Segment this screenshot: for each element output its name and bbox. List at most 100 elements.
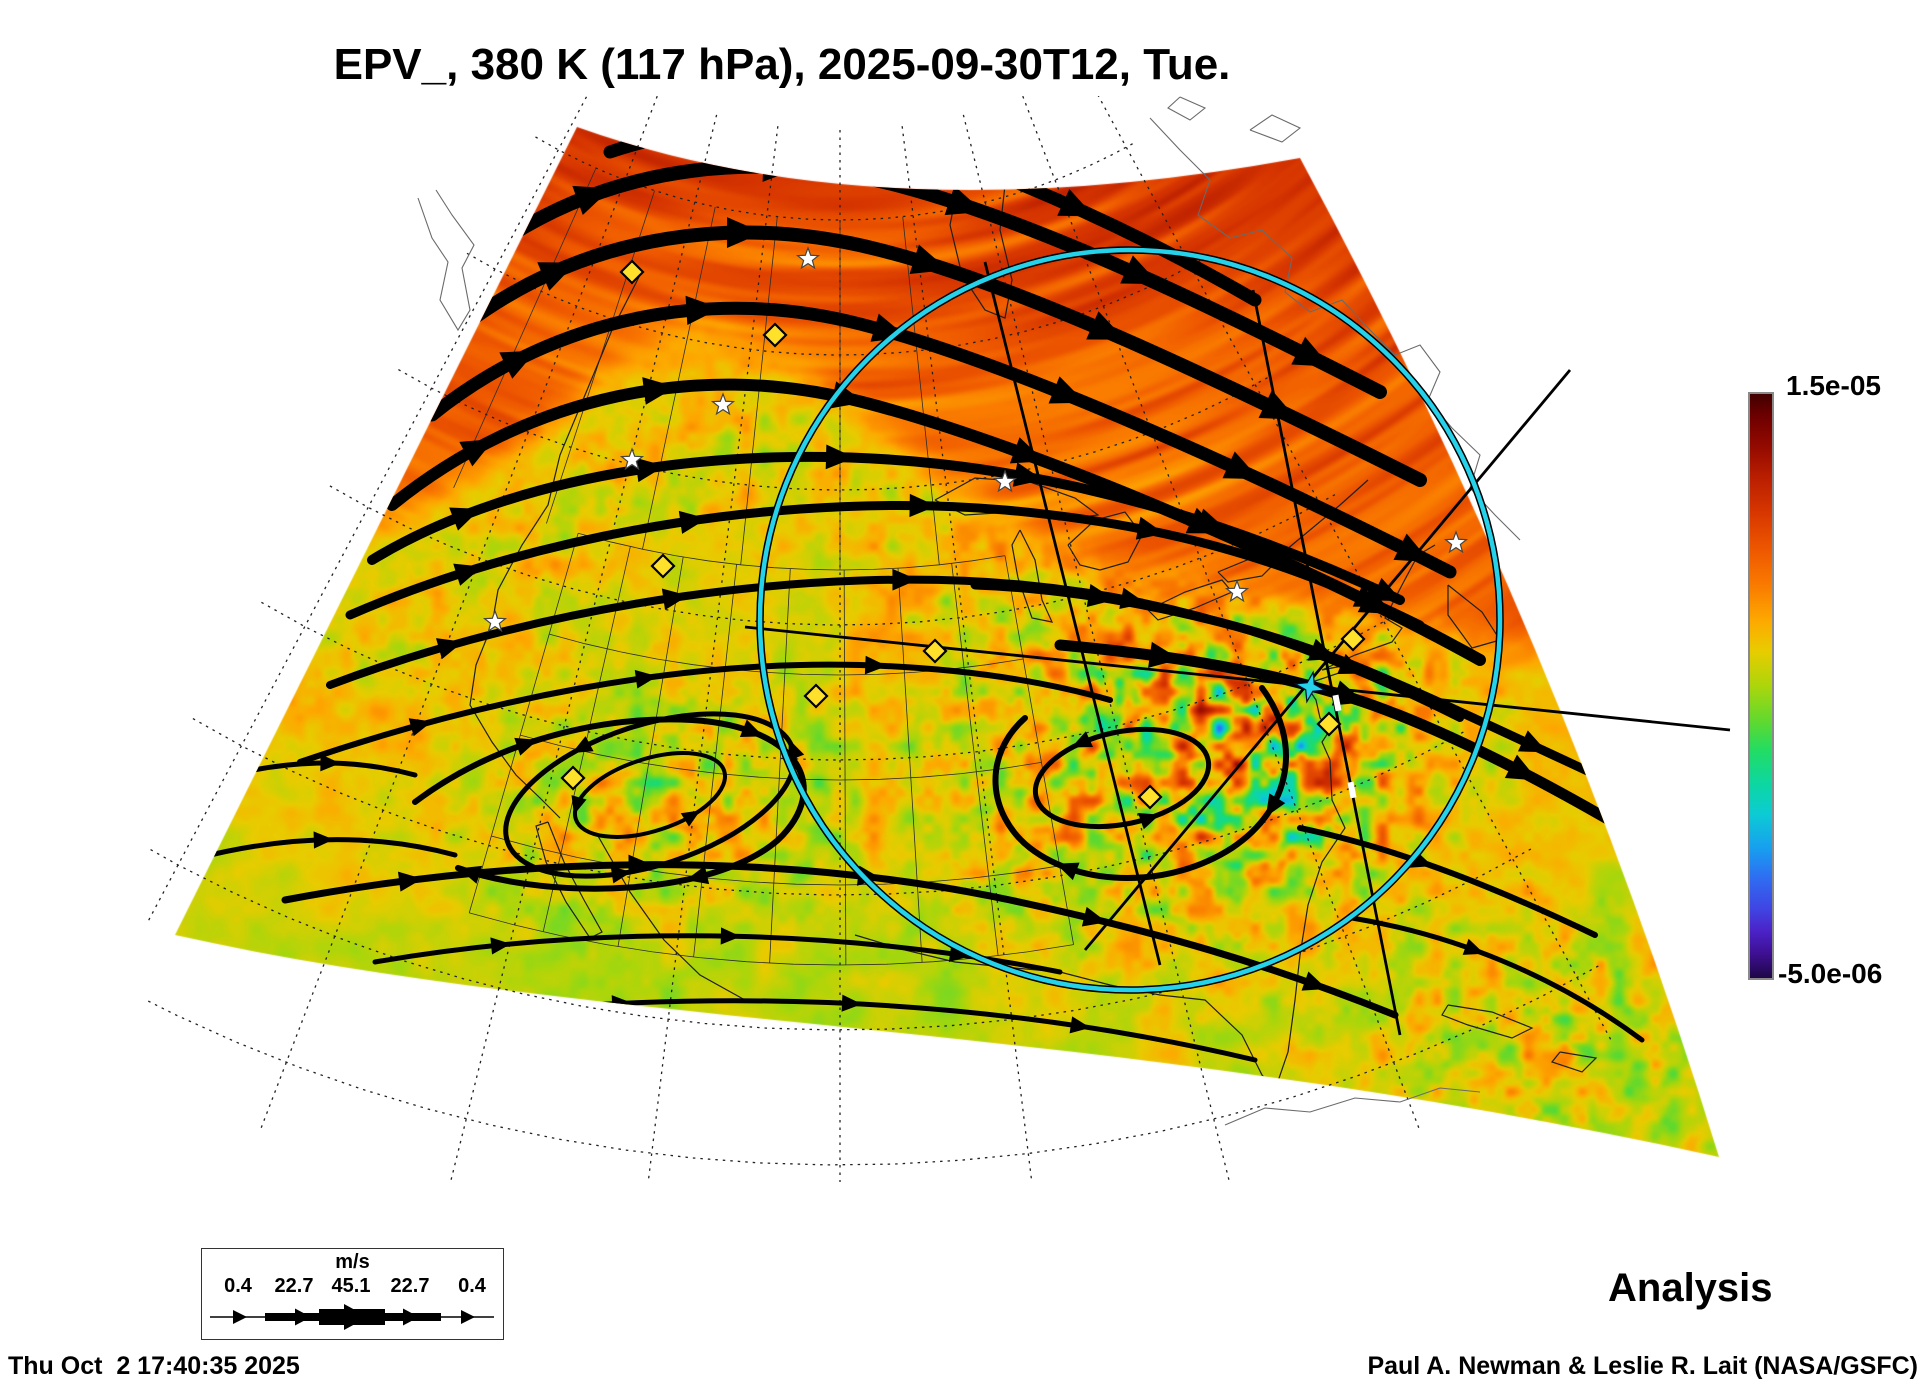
streamline-arrow-icon: [1057, 188, 1095, 217]
streamline: [326, 575, 1464, 722]
cross-section-lines: [744, 261, 1731, 1036]
meridian-line: [647, 126, 779, 1182]
station-diamond-marker: [803, 683, 829, 709]
parallel-line: [148, 846, 1535, 1031]
streamline-arrow-icon: [881, 127, 918, 152]
wind-legend-value-0: 0.4: [224, 1275, 252, 1297]
streamline-arrow-icon: [1086, 584, 1116, 608]
streamline: [492, 998, 1258, 1063]
streamline-arrow-icon: [611, 995, 632, 1013]
streamline-arrow-icon: [762, 150, 799, 182]
streamline-arrow-icon: [453, 563, 483, 586]
range-circle: [757, 247, 1503, 993]
streamline-arrow-icon: [944, 185, 984, 216]
streamline: [461, 225, 1427, 487]
colorbar-gradient: [1748, 392, 1774, 980]
streamline: [195, 837, 458, 861]
streamline: [412, 716, 807, 892]
city-star-marker: [619, 447, 645, 471]
streamline-arrow-icon: [720, 927, 741, 945]
meridian-line: [901, 126, 1033, 1182]
streamline-arrow-icon: [1504, 754, 1538, 781]
streamline-arrow-icon: [514, 737, 538, 756]
parallel-line: [329, 485, 1336, 626]
cross-section-line: [744, 625, 1731, 732]
streamline-arrow-icon: [909, 493, 937, 518]
streamline-arrow-icon: [634, 457, 666, 483]
station-diamond-marker: [922, 638, 948, 664]
plot-title: EPV_, 380 K (117 hPa), 2025-09-30T12, Tu…: [333, 40, 1231, 89]
streamline-arrow-icon: [642, 377, 676, 405]
streamline-arrow-icon: [1135, 516, 1165, 540]
streamline-arrow-icon: [436, 638, 464, 660]
streamline: [297, 661, 1113, 765]
footer-credit: Paul A. Newman & Leslie R. Lait (NASA/GS…: [1367, 1352, 1918, 1380]
streamline-arrow-icon: [490, 937, 511, 955]
graticule: [148, 96, 1614, 1182]
streamline: [367, 451, 1405, 605]
station-diamond-marker: [560, 765, 586, 791]
streamline-arrow-icon: [694, 127, 730, 146]
wind-legend-units: m/s: [335, 1251, 370, 1273]
streamline-arrow-icon: [408, 718, 433, 737]
streamline-arrow-icon: [685, 295, 721, 326]
streamline-arrow-icon: [726, 217, 763, 249]
parallel-line: [192, 718, 1469, 896]
streamline-arrow-icon: [572, 185, 612, 215]
meridian-line: [1022, 96, 1422, 1133]
streamline-arrow-icon: [1055, 862, 1080, 881]
streamline-arrow-icon: [571, 795, 587, 815]
station-diamond-marker: [650, 553, 676, 579]
streamline-arrow-icon: [661, 588, 689, 611]
station-diamond-marker: [1137, 784, 1163, 810]
streamline-arrow-icon: [1138, 813, 1160, 830]
streamline-arrow-icon: [537, 262, 577, 291]
streamline-arrow-icon: [1071, 731, 1094, 748]
streamline-arrow-icon: [320, 754, 341, 772]
streamline-arrow-icon: [1393, 533, 1431, 563]
streamline-arrow-icon: [1265, 793, 1286, 817]
wind-legend-value-2: 45.1: [331, 1275, 371, 1297]
streamline: [603, 127, 1262, 307]
meridian-line: [148, 96, 588, 923]
streamline: [345, 501, 1425, 630]
station-diamond-marker: [762, 322, 788, 348]
streamline-arrow-icon: [459, 439, 495, 467]
streamline-arrow-icon: [1120, 255, 1160, 285]
streamline: [992, 685, 1289, 881]
streamline-arrow-icon: [1258, 390, 1298, 420]
streamline-arrow-icon: [1222, 451, 1260, 480]
streamline-arrow-icon: [1301, 971, 1328, 991]
station-diamond-marker: [619, 259, 645, 285]
streamline-arrow-icon: [1069, 1016, 1091, 1034]
city-star-marker: [1224, 579, 1250, 603]
streamline-arrow-icon: [499, 350, 537, 379]
streamline-arrow-icon: [678, 510, 708, 534]
city-star-marker: [1443, 530, 1469, 554]
streamline-arrow-icon: [1081, 906, 1107, 927]
meridian-line: [258, 96, 658, 1133]
city-star-marker: [795, 246, 821, 270]
coastlines-outside: [417, 96, 1521, 1126]
streamline-arrow-icon: [449, 507, 481, 531]
wind-legend-value-3: 22.7: [390, 1275, 430, 1297]
streamline: [1032, 726, 1212, 830]
streamline-arrow-icon: [1195, 508, 1227, 533]
streamline: [1349, 915, 1645, 1043]
station-diamond-marker: [1316, 711, 1342, 737]
streamline-arrow-icon: [397, 871, 423, 892]
white-tick-marker: [1332, 694, 1342, 712]
wind-scale-arrow-icon: [210, 1304, 494, 1330]
streamline: [202, 760, 418, 785]
streamline-arrow-icon: [685, 865, 710, 885]
streamline-arrow-icon: [634, 669, 658, 689]
wind-legend-value-1: 22.7: [274, 1275, 314, 1297]
station-diamond-marker: [1340, 626, 1366, 652]
colorbar-min-label: -5.0e-06: [1778, 958, 1883, 989]
streamline-arrow-icon: [841, 994, 862, 1012]
meridian-line: [449, 114, 718, 1182]
streamline: [573, 751, 727, 839]
streamline: [503, 711, 797, 879]
